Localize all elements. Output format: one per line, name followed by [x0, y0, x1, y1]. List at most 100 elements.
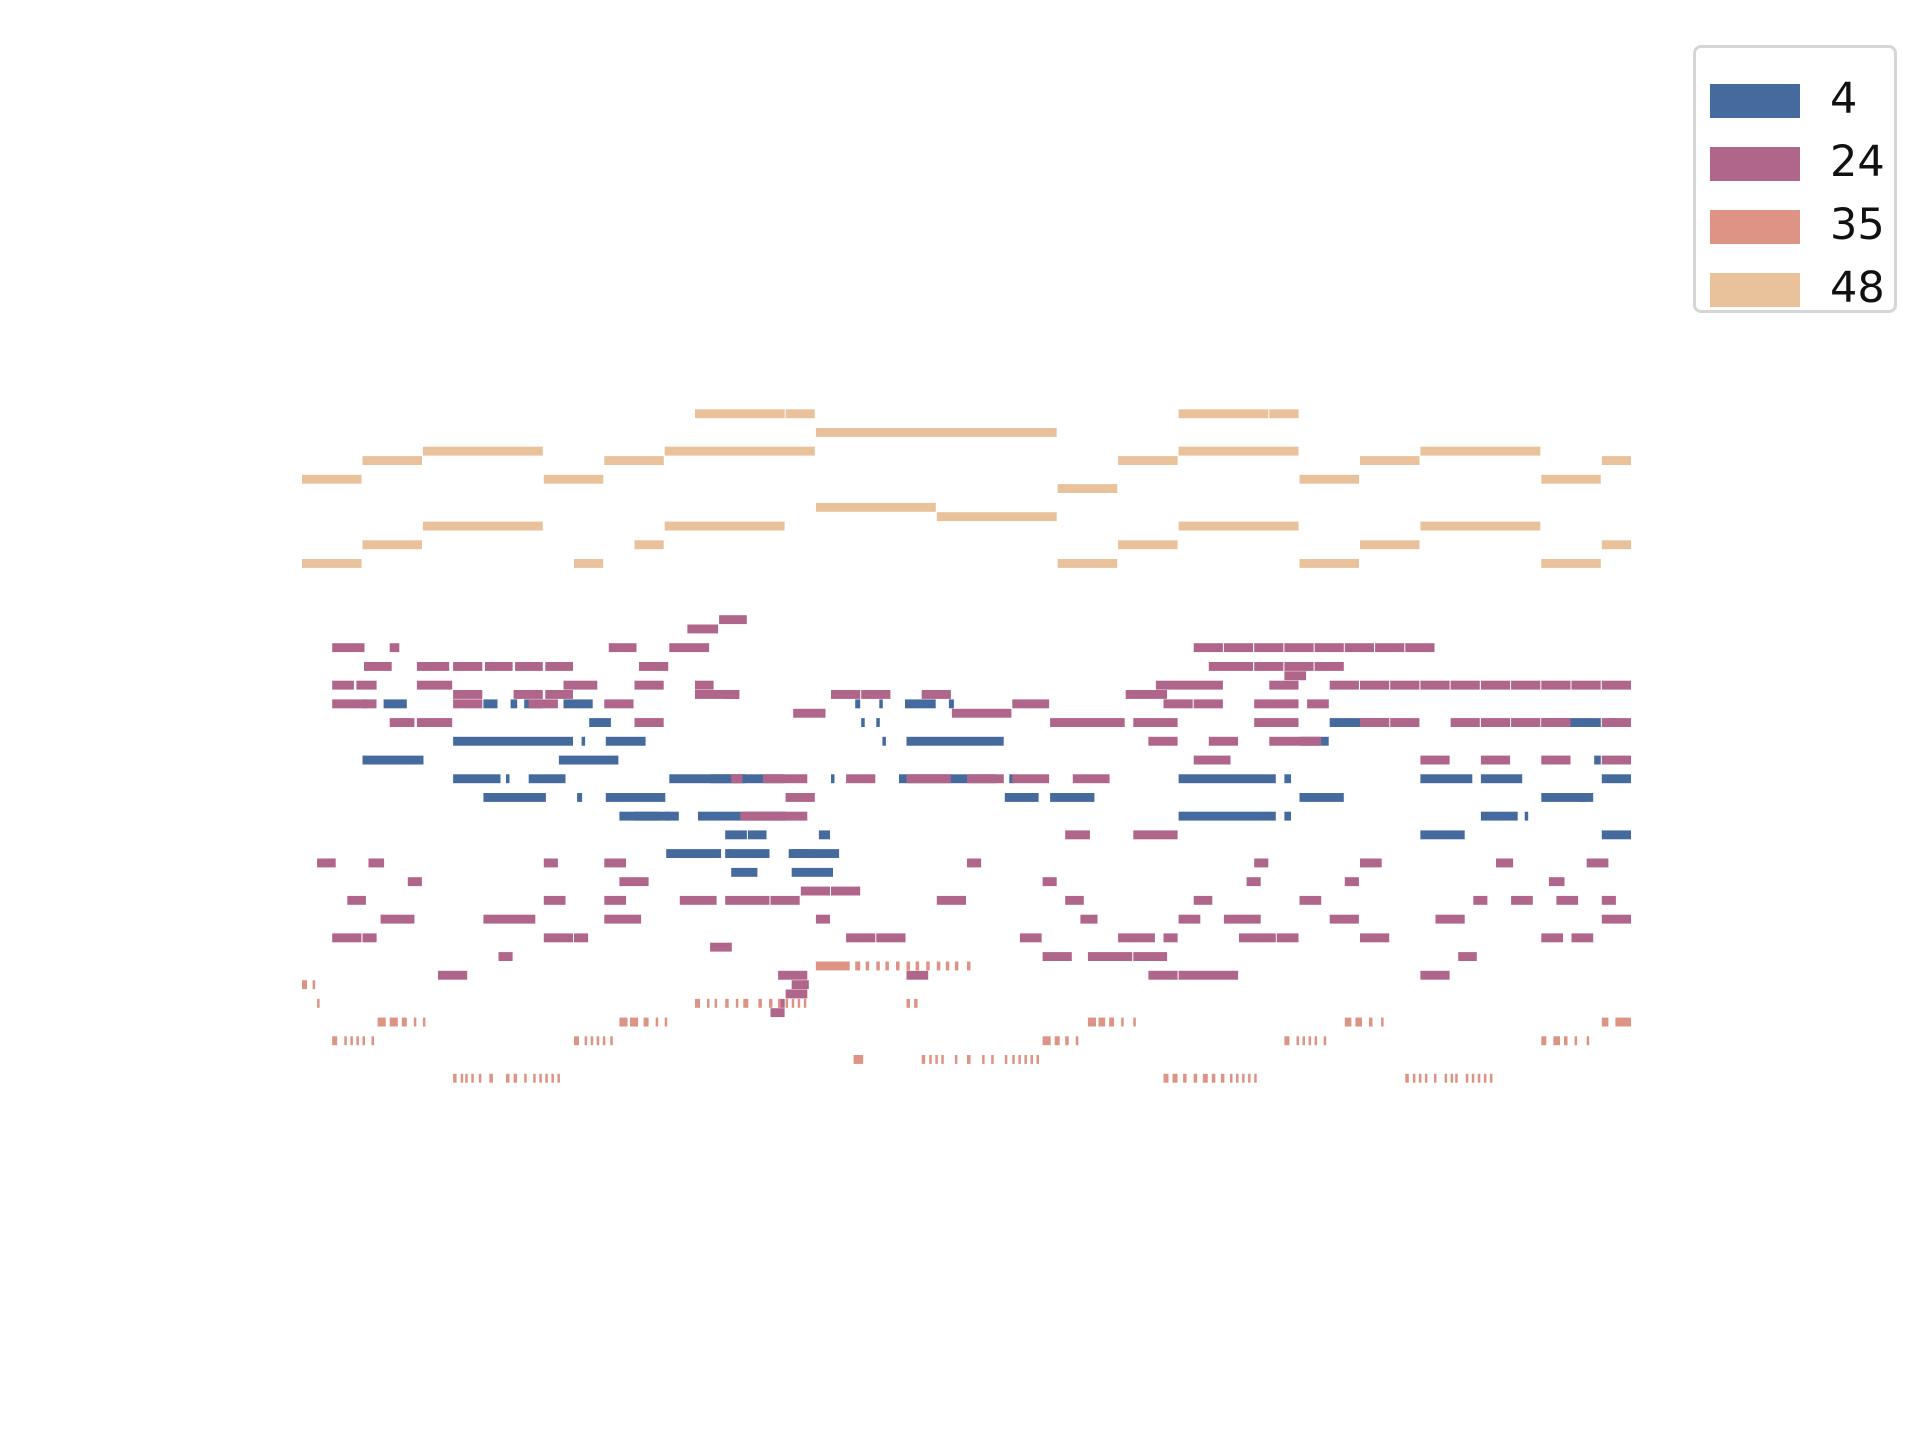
note-24-78: [1420, 680, 1450, 690]
note-4-42: [948, 699, 954, 709]
note-24-125: [785, 989, 808, 999]
note-35-17: [471, 1073, 474, 1083]
note-35-23: [533, 1073, 536, 1083]
note-35-24: [539, 1073, 542, 1083]
note-35-123: [1477, 1073, 1481, 1083]
note-4-64: [1594, 755, 1601, 765]
note-35-103: [1284, 1036, 1290, 1046]
note-35-87: [1098, 1017, 1106, 1027]
legend-swatch-48: [1710, 273, 1800, 307]
note-24-122: [876, 933, 906, 943]
note-24-14: [513, 690, 543, 699]
note-24-150: [1329, 914, 1359, 924]
note-4-55: [1420, 774, 1473, 784]
note-35-61: [936, 961, 941, 971]
note-24-129: [936, 895, 966, 905]
note-48-4: [422, 446, 543, 456]
note-35-38: [664, 1017, 668, 1027]
note-24-163: [1571, 933, 1594, 943]
note-4-41: [905, 699, 936, 709]
note-35-65: [853, 1055, 864, 1064]
note-35-113: [1405, 1073, 1409, 1083]
note-4-56: [1420, 830, 1465, 840]
note-24-6: [515, 662, 543, 671]
note-35-48: [785, 998, 789, 1008]
series-4: [362, 699, 1631, 877]
note-48-11: [1178, 446, 1299, 456]
note-48-8: [543, 474, 604, 484]
note-4-53: [1299, 793, 1344, 802]
note-35-98: [1230, 1073, 1233, 1083]
note-35-125: [1489, 1073, 1493, 1083]
note-24-39: [731, 774, 743, 784]
note-24-79: [1450, 680, 1480, 690]
note-24-72: [1344, 643, 1374, 653]
note-35-91: [1163, 1073, 1169, 1083]
legend-label-35: 35: [1830, 200, 1885, 250]
note-24-126: [778, 998, 785, 1008]
legend-entry-48: 48: [1696, 257, 1894, 319]
note-24-107: [543, 858, 558, 868]
note-35-34: [619, 1017, 628, 1027]
note-4-35: [818, 830, 830, 840]
note-48-16: [1601, 456, 1631, 465]
note-24-136: [1087, 952, 1133, 961]
note-24-24: [695, 680, 714, 690]
note-24-15: [545, 690, 573, 699]
note-35-54: [865, 961, 870, 971]
note-24-65: [1284, 662, 1314, 671]
note-35-84: [1065, 1036, 1069, 1046]
note-35-92: [1172, 1073, 1178, 1083]
note-35-122: [1471, 1073, 1475, 1083]
note-35-35: [630, 1017, 639, 1027]
note-24-5: [484, 662, 513, 671]
note-35-94: [1193, 1073, 1198, 1083]
note-35-1: [312, 980, 316, 990]
note-48-30: [1299, 559, 1359, 568]
note-24-88: [1480, 718, 1511, 727]
note-24-30: [719, 615, 747, 625]
note-24-93: [1480, 755, 1511, 765]
note-24-117: [770, 895, 800, 905]
note-24-25: [695, 690, 740, 699]
note-35-4: [389, 1017, 398, 1027]
series-35: [302, 961, 1631, 1083]
note-35-109: [1344, 1017, 1352, 1027]
note-4-33: [731, 867, 758, 877]
note-24-92: [1420, 755, 1450, 765]
legend-swatch-35: [1710, 210, 1800, 244]
note-35-62: [945, 961, 950, 971]
note-4-30: [666, 849, 722, 858]
note-35-127: [1553, 1036, 1560, 1046]
note-24-143: [1193, 895, 1213, 905]
note-24-156: [1458, 952, 1477, 961]
note-24-22: [634, 718, 664, 727]
note-48-25: [302, 559, 362, 568]
note-24-73: [1375, 643, 1405, 653]
note-48-33: [1541, 559, 1601, 568]
note-24-17: [416, 718, 453, 727]
note-24-31: [793, 708, 826, 718]
note-35-46: [769, 998, 773, 1008]
note-24-147: [1276, 933, 1299, 943]
note-24-77: [1390, 680, 1420, 690]
note-35-40: [707, 998, 710, 1008]
note-24-157: [1473, 895, 1488, 905]
note-4-40: [882, 736, 886, 746]
note-48-27: [1057, 559, 1118, 568]
note-24-139: [1178, 970, 1239, 980]
note-24-46: [785, 793, 815, 802]
note-24-119: [831, 886, 861, 896]
note-24-118: [800, 886, 830, 896]
note-35-116: [1424, 1073, 1428, 1083]
note-24-98: [407, 877, 422, 887]
note-4-29: [725, 830, 747, 840]
note-35-104: [1296, 1036, 1299, 1046]
note-35-131: [1601, 1017, 1609, 1027]
note-35-28: [574, 1036, 579, 1046]
note-48-21: [422, 521, 543, 531]
note-4-54: [1329, 718, 1390, 727]
note-48-19: [815, 502, 936, 512]
legend-entry-24: 24: [1696, 131, 1894, 193]
note-24-75: [1329, 680, 1359, 690]
